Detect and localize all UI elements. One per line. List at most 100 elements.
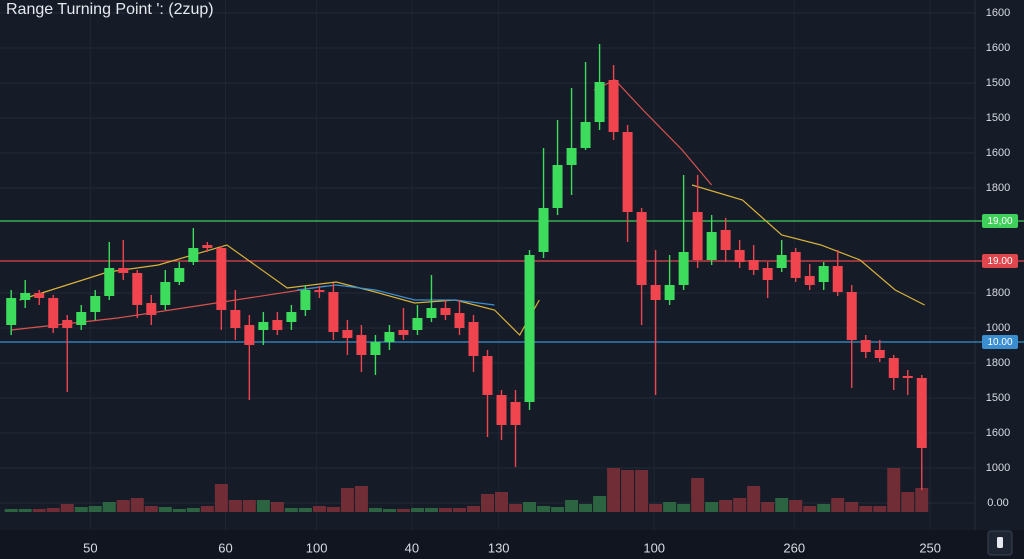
candle-body [398,330,409,335]
volume-bar [88,506,102,512]
candle-body [916,378,927,448]
volume-bar [466,506,480,512]
volume-bar [775,498,789,512]
candle-body [538,208,549,252]
candle-body [594,82,605,122]
candle-body [482,356,493,395]
candle-body [608,80,619,132]
candle-body [146,303,157,315]
axis-labels: 0.00 1000 1600 1500 1800 1000 1800 1800 1600 1500… [83,7,1010,556]
volume-bar [74,507,88,512]
candle-body [272,320,283,330]
candle-body [748,260,759,270]
level-tag [982,335,1018,349]
volume-bar [537,506,551,512]
volume-bar [509,504,523,512]
volume-bar [523,502,537,512]
candle-body [804,276,815,285]
settings-button[interactable] [987,530,1013,556]
x-tick-label: 40 [405,540,419,555]
volume-bar [719,500,733,512]
x-tick-label: 100 [643,540,665,555]
volume-bar [354,486,368,512]
volume-bar [887,468,901,512]
candle-body [48,298,59,328]
volume-bar [747,486,761,512]
volume-bar [551,507,565,512]
volume-bar [4,509,18,512]
volume-bar [32,509,46,512]
grid [0,0,976,530]
y-tick-label: 1500 [986,392,1010,404]
volume-bar [410,508,424,512]
candle-body [62,320,73,328]
volume-bar [621,470,635,512]
candle-body [34,293,45,298]
volume-bar [396,509,410,512]
candle-body [888,358,899,378]
volume-bar [817,504,831,512]
candle-body [860,340,871,352]
candle-body [734,250,745,262]
candle-body [132,273,143,305]
volume-bar [172,509,186,512]
volume-bar [242,500,256,512]
y-tick-label: 1600 [986,42,1010,54]
volume-bar [368,508,382,512]
candle-body [440,308,451,315]
candle-body [244,325,255,345]
y-tick-label: 1600 [986,147,1010,159]
volume-bar [915,488,929,512]
level-label: 19,00 [987,216,1012,227]
volume-bar [831,498,845,512]
y-tick-label: 1600 [986,7,1010,19]
volume-bar [873,506,887,512]
candle-body [832,266,843,292]
candle-body [874,350,885,358]
candle-body [552,165,563,208]
y-tick-label: 1800 [986,357,1010,369]
volume-bar [60,504,74,512]
volume-bar [228,500,242,512]
volume-bar [102,502,116,512]
candle-body [6,298,17,325]
button-icon [997,537,1003,548]
candle-body [104,268,115,296]
candle-body [902,376,913,378]
volume-bar [845,502,859,512]
candle-body [20,293,31,300]
candle-body [790,252,801,278]
candle-body [230,310,241,328]
candle-body [524,255,535,402]
candle-body [258,322,269,330]
candle-body [706,232,717,260]
level-label: 10.00 [987,337,1012,348]
candle-body [510,402,521,425]
y-tick-label: 1500 [986,77,1010,89]
candle-body [650,285,661,300]
volume-bar [298,508,312,512]
volume-bar [270,502,284,512]
candle-body [454,313,465,328]
candle-body [468,322,479,356]
candle-body [370,342,381,355]
x-tick-label: 60 [218,540,232,555]
volume-bar [565,500,579,512]
candle-body [692,212,703,260]
candle-body [300,290,311,310]
volume-bar [438,508,452,512]
volume-bar [901,492,915,512]
volume-bar [452,508,466,512]
volume-bar [340,488,354,512]
volume-bar [116,500,130,512]
candle-body [188,248,199,262]
volume-bar [495,492,509,512]
volume-bar [635,470,649,512]
volume-bar [733,498,747,512]
candle-body [76,312,87,325]
volume-bar [761,502,775,512]
volume-bar [705,502,719,512]
candle-body [678,252,689,285]
